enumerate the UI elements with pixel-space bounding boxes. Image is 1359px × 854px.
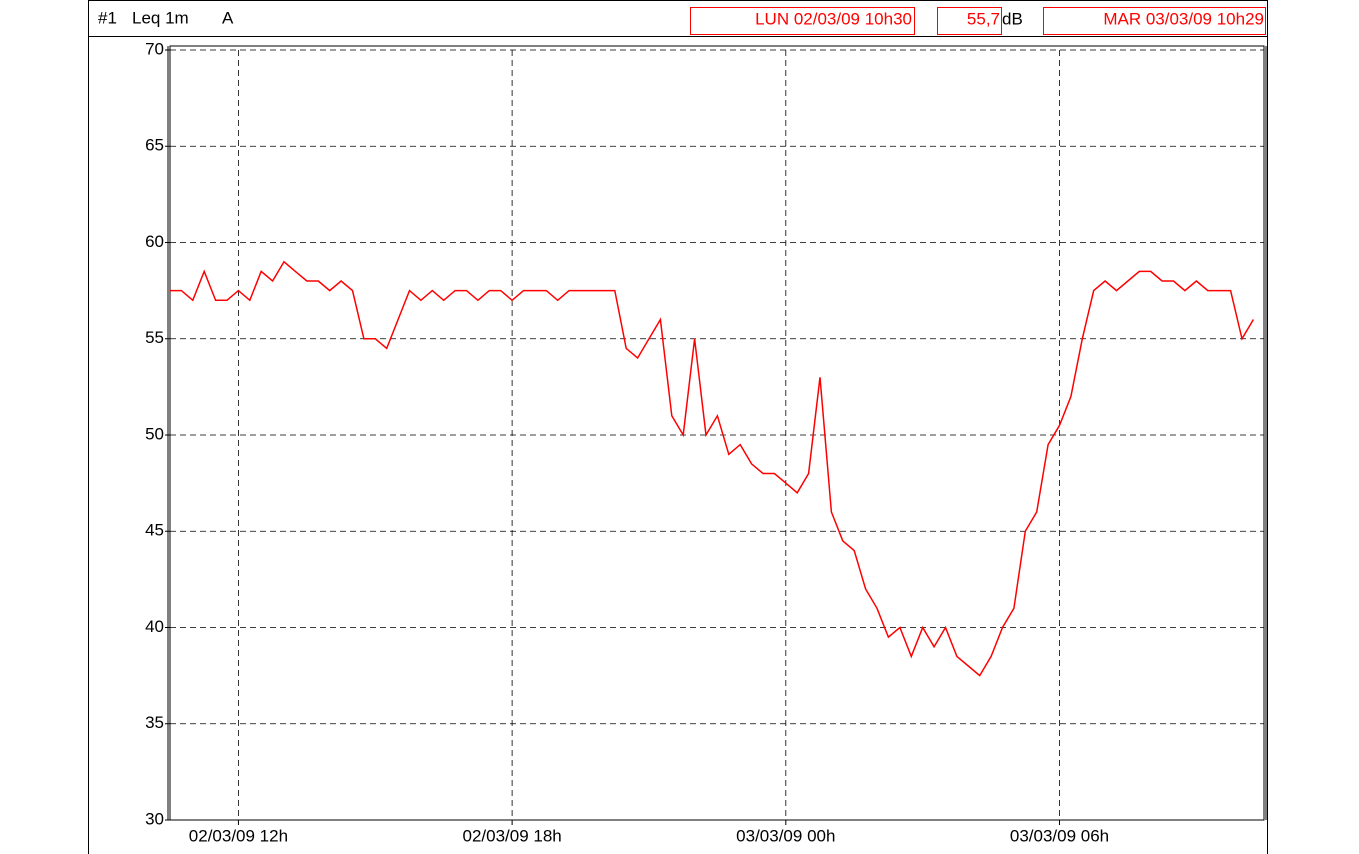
y-tick-label: 60 [145, 232, 164, 251]
end-time: MAR 03/03/09 10h29 [1103, 9, 1264, 28]
plot-border [169, 45, 1265, 821]
y-tick-label: 35 [145, 713, 164, 732]
y-tick-label: 65 [145, 136, 164, 155]
y-tick-label: 70 [145, 39, 164, 58]
start-time: LUN 02/03/09 10h30 [755, 9, 912, 28]
x-tick-label: 03/03/09 06h [1010, 826, 1109, 845]
unit: dB [1002, 9, 1023, 28]
x-tick-label: 03/03/09 00h [736, 826, 835, 845]
start-box [690, 7, 915, 35]
data-line [170, 260, 1255, 677]
weighting: A [222, 8, 234, 27]
y-tick-label: 50 [145, 424, 164, 443]
y-tick-label: 40 [145, 617, 164, 636]
y-tick-label: 30 [145, 809, 164, 828]
x-tick-label: 02/03/09 12h [189, 826, 288, 845]
x-tick-label: 02/03/09 18h [462, 826, 561, 845]
plot-area: 30 35 40 45 50 55 60 65 70 02/03/09 12h 02/03/09 1… [145, 39, 1267, 845]
cursor-box [937, 7, 1002, 35]
y-tick-label: 45 [145, 521, 164, 540]
frame [88, 0, 1268, 854]
y-tick-label: 55 [145, 328, 164, 347]
channel: #1 [98, 8, 117, 27]
cursor-value: 55,7 [967, 9, 1000, 28]
end-box [1043, 7, 1266, 35]
chart-title: Leq 1m [132, 8, 189, 27]
